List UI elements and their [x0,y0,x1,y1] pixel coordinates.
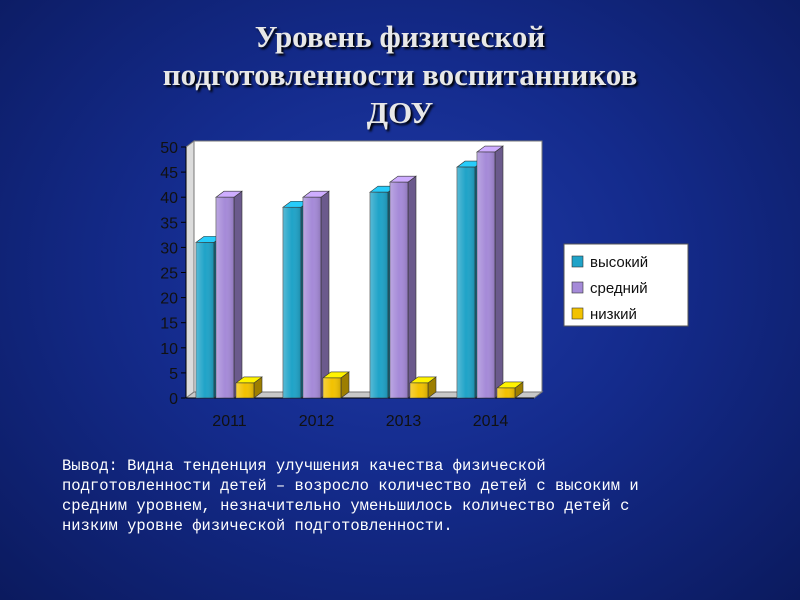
y-tick-label: 30 [160,240,178,257]
bar [235,376,263,399]
bar [496,381,524,399]
bar-side [233,190,243,399]
legend-box [563,243,689,327]
conclusion-line-4: низким уровне физической подготовленност… [62,517,453,535]
x-category-label: 2014 [473,413,509,430]
x-category-label: 2011 [212,413,247,430]
y-tick-label: 10 [160,341,178,358]
bar [215,190,243,399]
y-tick-label: 25 [160,266,178,283]
title-line-3: ДОУ [366,95,434,130]
y-tick-label: 40 [160,190,178,207]
bar-highlight [283,207,301,398]
legend-swatch [571,255,584,268]
legend-label: высокий [590,254,648,271]
legend-label: низкий [590,306,637,323]
y-tick-label: 35 [160,215,178,232]
bar-highlight [410,382,428,398]
title-line-2: подготовленности воспитанников [162,57,638,92]
slide-title: Уровень физической подготовленности восп… [0,18,800,132]
conclusion-line-1: Вывод: Видна тенденция улучшения качеств… [62,457,546,475]
bar-highlight [457,167,475,398]
bar [409,376,437,399]
y-tick-label: 50 [160,140,178,157]
bar-highlight [196,242,214,398]
bar [322,371,350,399]
bar [389,175,417,399]
conclusion-text: Вывод: Видна тенденция улучшения качеств… [62,456,742,536]
x-category-label: 2012 [299,413,335,430]
bar-side [320,190,330,399]
y-tick-label: 20 [160,291,178,308]
y-tick-label: 5 [169,366,178,383]
bar-highlight [303,197,321,398]
bar-highlight [323,377,341,398]
bar-highlight [216,197,234,398]
bar-highlight [370,192,388,398]
bar-highlight [236,382,254,398]
legend-swatch [571,307,584,320]
bar-chart: 0 5 10 15 20 25 30 35 40 45 50 2011 2012 2013 2014 выс… [160,140,689,430]
y-tick-label: 15 [160,316,178,333]
legend-swatch [571,281,584,294]
bar-highlight [477,152,495,398]
bar [476,145,504,399]
bar-side [407,175,417,399]
conclusion-line-3: средним уровнем, незначительно уменьшило… [62,497,630,515]
plot-side-wall [185,140,195,399]
conclusion-line-2: подготовленности детей – возросло количе… [62,477,639,495]
bar-highlight [390,182,408,398]
legend-label: средний [590,280,648,297]
bar [302,190,330,399]
y-tick-label: 45 [160,165,178,182]
bar-side [494,145,504,399]
bar-highlight [497,387,515,398]
title-line-1: Уровень физической [254,19,546,54]
x-category-label: 2013 [386,413,422,430]
y-tick-label: 0 [169,391,178,408]
